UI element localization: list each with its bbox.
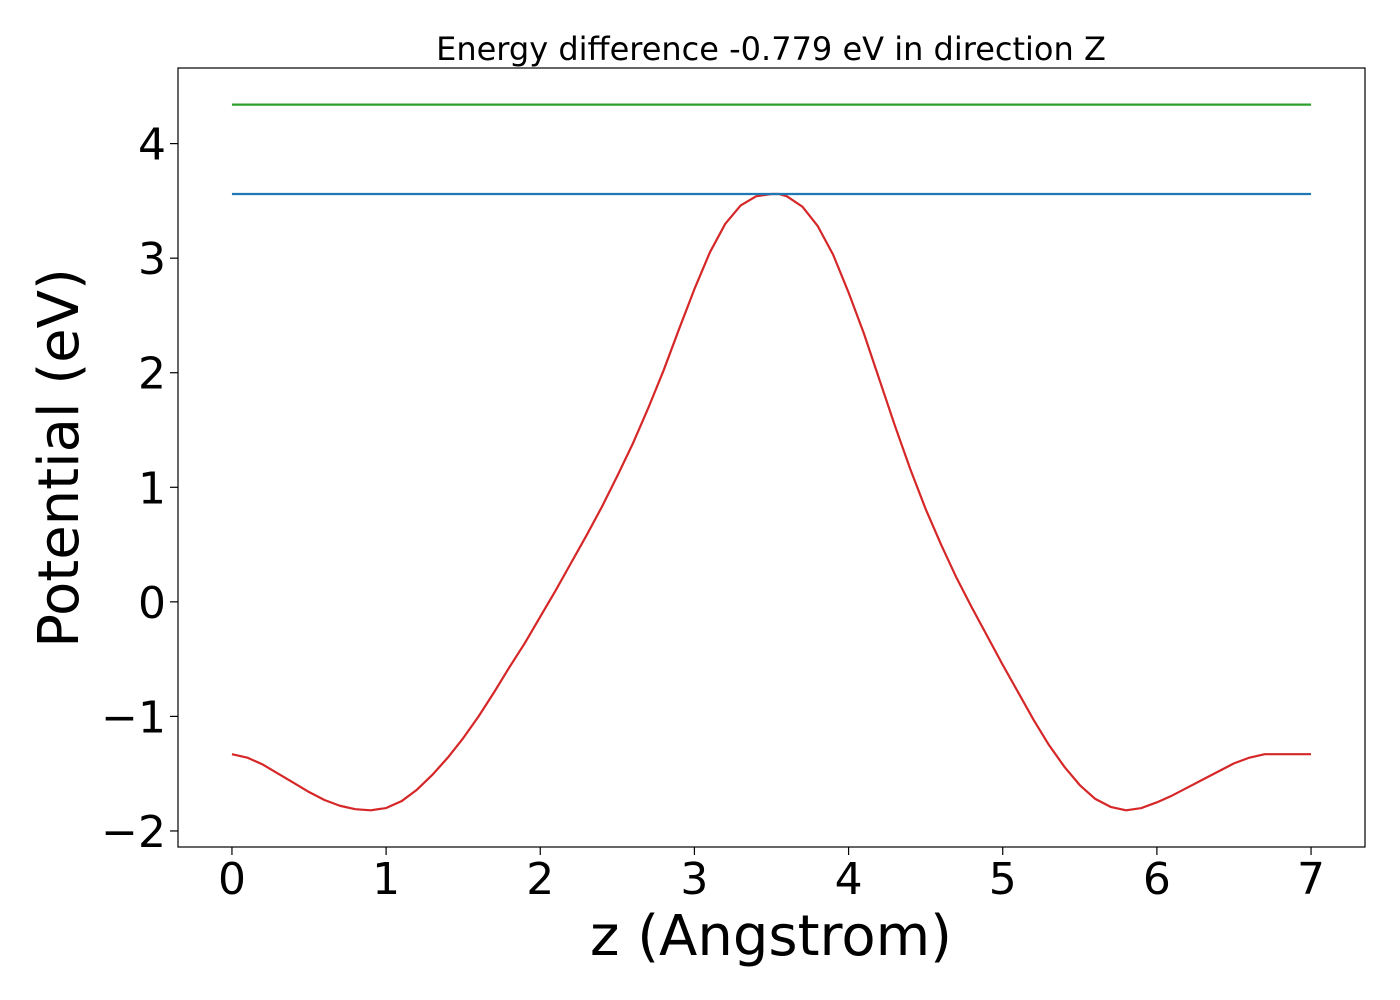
y-axis-label: Potential (eV) bbox=[27, 268, 92, 648]
x-tick-label: 0 bbox=[218, 854, 246, 905]
y-tick-label: 2 bbox=[138, 349, 166, 400]
plot-area-frame bbox=[177, 67, 1366, 848]
y-tick-label: 0 bbox=[138, 578, 166, 629]
series-layer bbox=[231, 103, 1312, 812]
y-tick-label: −1 bbox=[101, 692, 166, 743]
x-tick-label: 2 bbox=[526, 854, 554, 905]
x-tick-label: 1 bbox=[372, 854, 400, 905]
y-tick-label: 3 bbox=[138, 234, 166, 285]
x-tick-label: 4 bbox=[835, 854, 863, 905]
y-tick-label: 4 bbox=[138, 120, 166, 171]
x-tick-label: 6 bbox=[1143, 854, 1171, 905]
chart-title: Energy difference -0.779 eV in direction… bbox=[436, 30, 1106, 68]
x-axis: 0 1 2 3 4 5 6 7 bbox=[218, 847, 1325, 905]
x-tick-label: 7 bbox=[1297, 854, 1325, 905]
y-axis: −2 −1 0 1 2 3 4 bbox=[101, 120, 178, 858]
x-axis-label: z (Angstrom) bbox=[590, 904, 952, 969]
y-tick-label: 1 bbox=[138, 463, 166, 514]
x-tick-label: 3 bbox=[680, 854, 708, 905]
y-tick-label: −2 bbox=[101, 807, 166, 858]
x-tick-label: 5 bbox=[989, 854, 1017, 905]
